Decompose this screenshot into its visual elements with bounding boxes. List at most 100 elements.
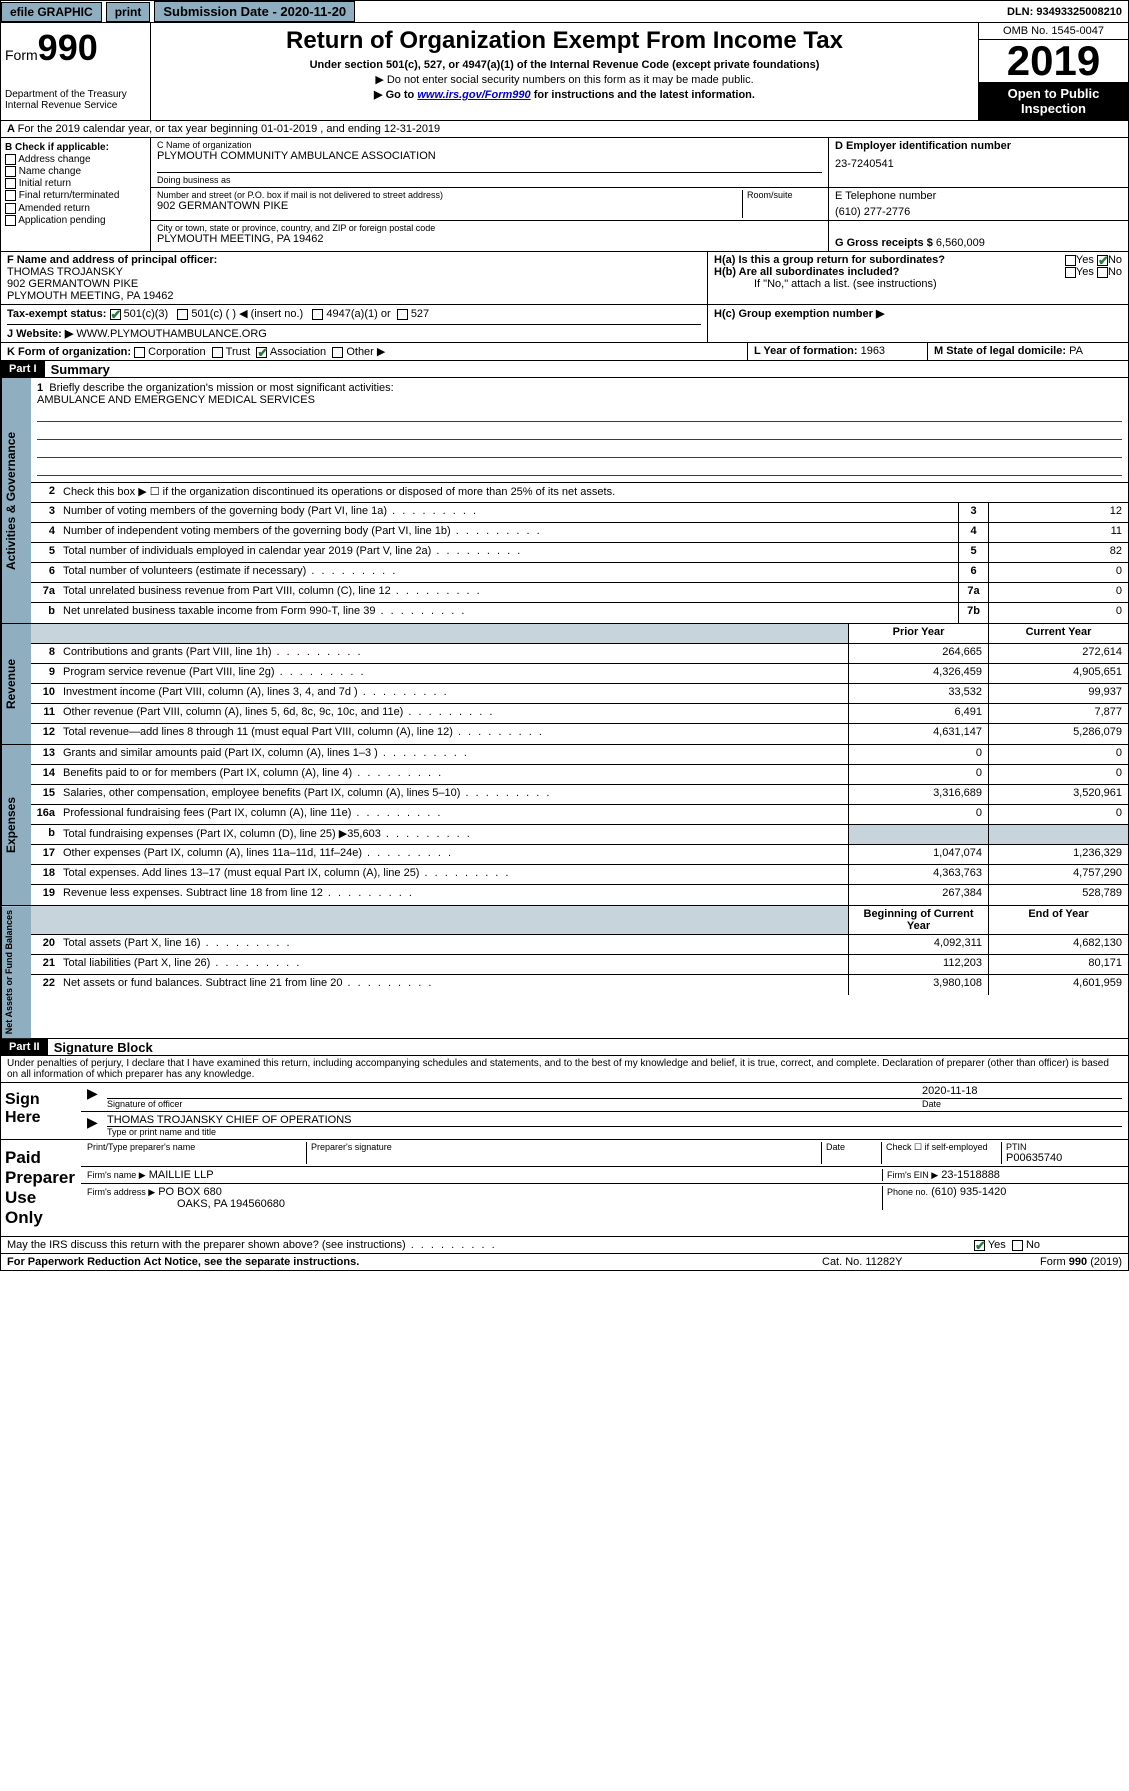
- prep-date-hdr: Date: [822, 1142, 882, 1164]
- section-bcdefg: B Check if applicable: Address change Na…: [0, 138, 1129, 252]
- exp-line-13: 13 Grants and similar amounts paid (Part…: [31, 745, 1128, 765]
- discuss-yes[interactable]: [974, 1240, 985, 1251]
- check-assoc[interactable]: [256, 347, 267, 358]
- check-other[interactable]: [332, 347, 343, 358]
- mission-text: AMBULANCE AND EMERGENCY MEDICAL SERVICES: [37, 394, 1122, 406]
- check-name-change[interactable]: Name change: [5, 166, 146, 177]
- opt-trust: Trust: [226, 346, 251, 358]
- gov-line-6: 6 Total number of volunteers (estimate i…: [31, 563, 1128, 583]
- instructions-link[interactable]: www.irs.gov/Form990: [417, 89, 530, 101]
- room-label: Room/suite: [742, 190, 822, 218]
- tax-year: 2019: [979, 40, 1128, 82]
- check-501c[interactable]: [177, 309, 188, 320]
- officer-addr1: 902 GERMANTOWN PIKE: [7, 278, 701, 290]
- rev-line-8: 8 Contributions and grants (Part VIII, l…: [31, 644, 1128, 664]
- l-value: 1963: [861, 345, 885, 357]
- efile-button[interactable]: efile GRAPHIC: [1, 2, 102, 22]
- rev-line-10: 10 Investment income (Part VIII, column …: [31, 684, 1128, 704]
- opt-corp: Corporation: [148, 346, 205, 358]
- gov-line-b: b Net unrelated business taxable income …: [31, 603, 1128, 623]
- website-label: J Website: ▶: [7, 328, 73, 340]
- vtab-expenses: Expenses: [1, 745, 31, 905]
- firm-ein: 23-1518888: [941, 1169, 1000, 1181]
- l2-text: Check this box ▶ ☐ if the organization d…: [59, 483, 1128, 502]
- gov-line-7a: 7a Total unrelated business revenue from…: [31, 583, 1128, 603]
- line-a-text: For the 2019 calendar year, or tax year …: [18, 123, 441, 135]
- sign-here-section: Sign Here ▶ Signature of officer 2020-11…: [0, 1083, 1129, 1140]
- paid-preparer-label: Paid Preparer Use Only: [1, 1140, 81, 1236]
- officer-addr2: PLYMOUTH MEETING, PA 19462: [7, 290, 701, 302]
- sub3-pre: ▶ Go to: [374, 89, 417, 101]
- inspection-badge: Open to Public Inspection: [979, 82, 1128, 120]
- m-value: PA: [1069, 345, 1083, 357]
- check-final-return[interactable]: Final return/terminated: [5, 190, 146, 201]
- topbar: efile GRAPHIC print Submission Date - 20…: [0, 0, 1129, 23]
- city-label: City or town, state or province, country…: [157, 223, 822, 233]
- opt-527: 527: [411, 308, 429, 320]
- opt-other: Other ▶: [346, 346, 385, 358]
- check-application-pending[interactable]: Application pending: [5, 215, 146, 226]
- sig-date-label: Date: [922, 1099, 1122, 1109]
- part2-header: Part II Signature Block: [0, 1039, 1129, 1056]
- check-trust[interactable]: [212, 347, 223, 358]
- print-button[interactable]: print: [106, 2, 151, 22]
- dln-value: DLN: 93493325008210: [1001, 4, 1128, 20]
- part2-badge: Part II: [1, 1039, 48, 1055]
- governance-section: Activities & Governance 1 Briefly descri…: [0, 378, 1129, 624]
- prep-name-hdr: Print/Type preparer's name: [87, 1142, 307, 1164]
- sig-name: THOMAS TROJANSKY CHIEF OF OPERATIONS: [107, 1114, 1122, 1127]
- firm-phone: (610) 935-1420: [931, 1186, 1006, 1198]
- tax-exempt-label: Tax-exempt status:: [7, 308, 106, 320]
- ptin-value: P00635740: [1006, 1152, 1122, 1164]
- l-label: L Year of formation:: [754, 345, 858, 357]
- sig-name-label: Type or print name and title: [107, 1127, 1122, 1137]
- exp-line-b: b Total fundraising expenses (Part IX, c…: [31, 825, 1128, 845]
- exp-line-17: 17 Other expenses (Part IX, column (A), …: [31, 845, 1128, 865]
- form-label: Form: [5, 47, 38, 63]
- opt-501c3: 501(c)(3): [124, 308, 169, 320]
- hb-label: H(b) Are all subordinates included?: [714, 266, 899, 278]
- officer-name: THOMAS TROJANSKY: [7, 266, 701, 278]
- city-value: PLYMOUTH MEETING, PA 19462: [157, 233, 822, 245]
- check-address-change[interactable]: Address change: [5, 154, 146, 165]
- discuss-text: May the IRS discuss this return with the…: [7, 1239, 406, 1251]
- gross-value: 6,560,009: [936, 237, 985, 249]
- firm-name-label: Firm's name ▶: [87, 1170, 146, 1180]
- exp-line-19: 19 Revenue less expenses. Subtract line …: [31, 885, 1128, 905]
- hc-label: H(c) Group exemption number ▶: [714, 307, 1122, 320]
- check-initial-return[interactable]: Initial return: [5, 178, 146, 189]
- phone-value: (610) 277-2776: [835, 206, 1122, 218]
- discuss-no[interactable]: [1012, 1240, 1023, 1251]
- sig-officer-label: Signature of officer: [107, 1099, 922, 1109]
- dept-label: Department of the Treasury Internal Reve…: [5, 89, 146, 111]
- row-klm: K Form of organization: Corporation Trus…: [0, 343, 1129, 361]
- gov-line-4: 4 Number of independent voting members o…: [31, 523, 1128, 543]
- subtitle-1: Under section 501(c), 527, or 4947(a)(1)…: [159, 59, 970, 71]
- expenses-section: Expenses 13 Grants and similar amounts p…: [0, 745, 1129, 906]
- check-4947[interactable]: [312, 309, 323, 320]
- check-501c3[interactable]: [110, 309, 121, 320]
- netassets-section: Net Assets or Fund Balances Beginning of…: [0, 906, 1129, 1039]
- gov-line-3: 3 Number of voting members of the govern…: [31, 503, 1128, 523]
- row-fh: F Name and address of principal officer:…: [0, 252, 1129, 305]
- l1-text: Briefly describe the organization's miss…: [49, 382, 393, 394]
- footer-mid: Cat. No. 11282Y: [822, 1256, 972, 1268]
- check-corp[interactable]: [134, 347, 145, 358]
- check-amended-return[interactable]: Amended return: [5, 203, 146, 214]
- col-cde: C Name of organization PLYMOUTH COMMUNIT…: [151, 138, 1128, 251]
- subtitle-2: ▶ Do not enter social security numbers o…: [159, 73, 970, 86]
- submission-date: Submission Date - 2020-11-20: [154, 1, 355, 22]
- opt-501c: 501(c) ( ) ◀ (insert no.): [191, 308, 303, 320]
- ptin-label: PTIN: [1006, 1142, 1122, 1152]
- vtab-netassets: Net Assets or Fund Balances: [1, 906, 31, 1038]
- sig-date: 2020-11-18: [922, 1085, 1122, 1099]
- part1-badge: Part I: [1, 361, 45, 377]
- dba-label: Doing business as: [157, 172, 822, 185]
- form-header: Form990 Department of the Treasury Inter…: [0, 23, 1129, 121]
- vtab-governance: Activities & Governance: [1, 378, 31, 623]
- footer-left: For Paperwork Reduction Act Notice, see …: [7, 1256, 822, 1268]
- check-527[interactable]: [397, 309, 408, 320]
- firm-addr1: PO BOX 680: [158, 1186, 222, 1198]
- phone-label: E Telephone number: [835, 190, 1122, 202]
- current-year-hdr: Current Year: [988, 624, 1128, 643]
